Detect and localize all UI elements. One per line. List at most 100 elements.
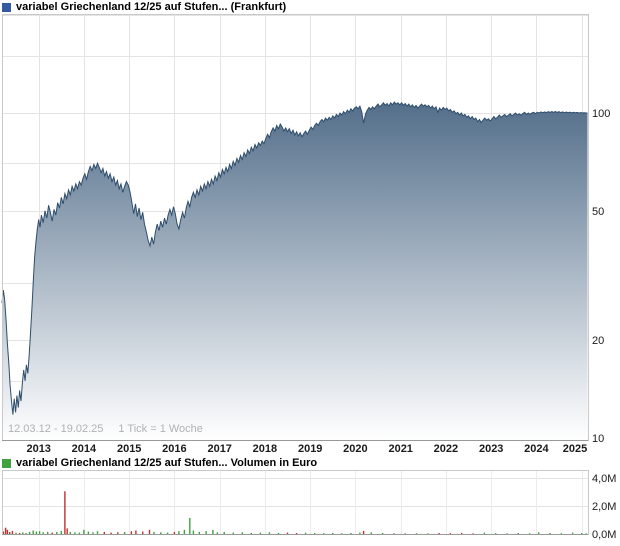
volume-bar [117,532,119,534]
x-axis-year-label: 2024 [524,443,549,455]
chart-footnote: 12.03.12 - 19.02.25 1 Tick = 1 Woche [8,423,203,435]
volume-bar [495,533,497,534]
x-axis-year-label: 2023 [479,443,503,455]
x-axis-year-label: 2017 [207,443,231,455]
volume-y-axis-label: 2,0M [592,501,616,513]
volume-bar [153,531,155,534]
price-chart-legend: variabel Griechenland 12/25 auf Stufen..… [2,1,286,13]
price-y-axis-label: 100 [592,108,610,120]
price-area [2,102,588,440]
volume-bar [38,531,41,534]
volume-bar [11,530,14,534]
volume-bar [341,533,343,534]
volume-bar [528,533,531,534]
volume-chart-legend: variabel Griechenland 12/25 auf Stufen..… [2,457,317,469]
price-line [1,101,588,415]
x-axis-year-label: 2019 [298,443,322,455]
volume-bar [66,528,68,534]
volume-bar [192,530,195,534]
volume-bar [64,491,66,534]
x-axis-year-label: 2014 [72,443,97,455]
volume-bar [314,532,316,534]
volume-bar [148,529,151,534]
x-axis-year-label: 2016 [162,443,186,455]
volume-bar [549,532,551,534]
volume-bar [18,532,21,534]
volume-bar [103,531,105,534]
x-axis-year-label: 2022 [434,443,458,455]
volume-bar [4,527,7,534]
volume-grid [2,470,588,534]
volume-bar [205,531,207,534]
volume-bar [449,533,452,534]
price-series-marker-icon [2,2,11,12]
volume-bar [277,532,280,534]
volume-bar [92,532,94,534]
volume-bar [393,533,395,534]
price-chart-title: variabel Griechenland 12/25 auf Stufen..… [16,1,287,13]
volume-bar [166,532,169,534]
volume-bars [2,491,587,534]
volume-bar [135,530,137,534]
volume-bar [268,532,271,534]
volume-bar [538,532,540,534]
volume-bar [381,532,384,534]
volume-bar [232,532,234,534]
volume-bar [6,529,9,534]
volume-bar [359,532,361,534]
volume-bar [15,532,17,534]
volume-bar [56,532,58,534]
volume-bar [42,532,44,534]
volume-bar [581,533,583,534]
volume-bar [178,531,180,534]
x-axis-year-label: 2018 [253,443,277,455]
volume-bar [438,533,440,534]
volume-y-axis-label: 0,0M [592,529,616,541]
volume-bar [142,531,144,534]
volume-bar [350,533,352,534]
volume-chart-title: variabel Griechenland 12/25 auf Stufen..… [16,457,318,469]
date-range-label: 12.03.12 - 19.02.25 [8,423,104,435]
volume-bar [110,532,112,534]
x-axis-year-label: 2020 [343,443,367,455]
tick-interval-label: 1 Tick = 1 Woche [118,423,203,435]
volume-bar [286,532,289,534]
volume-series-marker-icon [2,458,11,468]
volume-bar [2,531,5,534]
volume-bar [78,532,81,534]
volume-bar [483,532,486,534]
volume-bar [96,531,99,534]
price-y-axis-label: 10 [592,433,604,445]
volume-bar [173,531,176,534]
volume-bar [250,532,252,534]
volume-bar [35,531,38,534]
volume-bar [571,532,574,534]
volume-bar [83,529,85,534]
volume-bar [241,532,243,534]
volume-bar [472,533,474,534]
volume-bar [25,532,27,534]
volume-bar [223,531,225,534]
volume-bar [259,532,262,534]
price-y-axis-label: 20 [592,335,604,347]
volume-bar [461,532,463,534]
x-axis-year-label: 2015 [117,443,141,455]
volume-bar [362,530,365,534]
price-y-axis-label: 50 [592,206,604,218]
volume-bar [47,531,49,534]
volume-bar [198,531,200,534]
volume-bar [506,533,508,534]
volume-bar [304,532,307,534]
x-axis-year-label: 2021 [388,443,412,455]
x-axis-year-label: 2013 [26,443,50,455]
volume-bar [189,517,191,534]
volume-bar [60,530,62,534]
volume-bar [51,532,53,534]
volume-plot-border [2,470,589,535]
volume-bar [22,532,24,534]
volume-bar [160,532,162,534]
volume-bar [9,532,11,534]
volume-y-axis-label: 4,0M [592,473,616,485]
